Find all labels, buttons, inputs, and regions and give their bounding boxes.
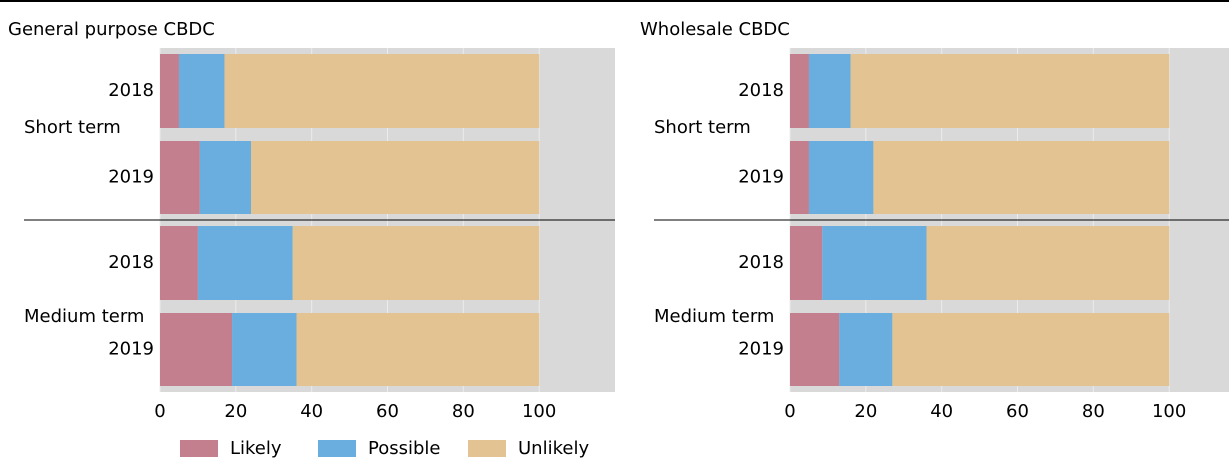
x-tick-label: 60 bbox=[376, 401, 399, 422]
bar-segment bbox=[790, 141, 809, 214]
bar-segment bbox=[160, 141, 200, 214]
x-tick-label: 0 bbox=[784, 401, 795, 422]
y-tick-label: 2018 bbox=[108, 252, 154, 273]
y-tick-label: 2019 bbox=[108, 167, 154, 188]
x-tick-label: 60 bbox=[1006, 401, 1029, 422]
chart-title: Wholesale CBDC bbox=[640, 19, 790, 40]
bar-segment bbox=[822, 226, 927, 300]
group-label: Short term bbox=[24, 117, 121, 138]
x-tick-label: 0 bbox=[154, 401, 165, 422]
bar-segment bbox=[160, 313, 233, 386]
y-tick-label: 2018 bbox=[738, 80, 784, 101]
y-tick-label: 2018 bbox=[108, 80, 154, 101]
bar-segment bbox=[178, 54, 225, 128]
bar-segment bbox=[926, 226, 1170, 300]
x-tick-label: 80 bbox=[452, 401, 475, 422]
legend-swatch bbox=[180, 440, 218, 457]
x-tick-label: 100 bbox=[1152, 401, 1186, 422]
group-label: Short term bbox=[654, 117, 751, 138]
x-tick-label: 20 bbox=[224, 401, 247, 422]
y-tick-label: 2018 bbox=[738, 252, 784, 273]
bar-segment bbox=[808, 54, 851, 128]
bar-segment bbox=[160, 226, 198, 300]
bar-segment bbox=[839, 313, 893, 386]
legend-swatch bbox=[318, 440, 356, 457]
bar-segment bbox=[296, 313, 540, 386]
bar-segment bbox=[790, 313, 840, 386]
bar-segment bbox=[160, 54, 179, 128]
x-tick-label: 40 bbox=[300, 401, 323, 422]
legend-swatch bbox=[468, 440, 506, 457]
bar-segment bbox=[808, 141, 874, 214]
x-tick-label: 80 bbox=[1082, 401, 1105, 422]
bar-segment bbox=[232, 313, 297, 386]
bar-segment bbox=[199, 141, 251, 214]
legend-label: Unlikely bbox=[518, 438, 589, 459]
y-tick-label: 2019 bbox=[738, 167, 784, 188]
bar-segment bbox=[790, 54, 809, 128]
chart-title: General purpose CBDC bbox=[8, 19, 215, 40]
x-tick-label: 20 bbox=[854, 401, 877, 422]
group-label: Medium term bbox=[24, 306, 144, 327]
y-tick-label: 2019 bbox=[738, 339, 784, 360]
bar-segment bbox=[790, 226, 823, 300]
legend-label: Possible bbox=[368, 438, 440, 459]
group-label: Medium term bbox=[654, 306, 774, 327]
y-tick-label: 2019 bbox=[108, 339, 154, 360]
bar-segment bbox=[850, 54, 1170, 128]
bar-segment bbox=[892, 313, 1170, 386]
bar-segment bbox=[197, 226, 293, 300]
bar-segment bbox=[292, 226, 540, 300]
bar-segment bbox=[224, 54, 540, 128]
x-tick-label: 40 bbox=[930, 401, 953, 422]
legend-label: Likely bbox=[230, 438, 282, 459]
x-tick-label: 100 bbox=[522, 401, 556, 422]
bar-segment bbox=[873, 141, 1170, 214]
bar-segment bbox=[251, 141, 540, 214]
